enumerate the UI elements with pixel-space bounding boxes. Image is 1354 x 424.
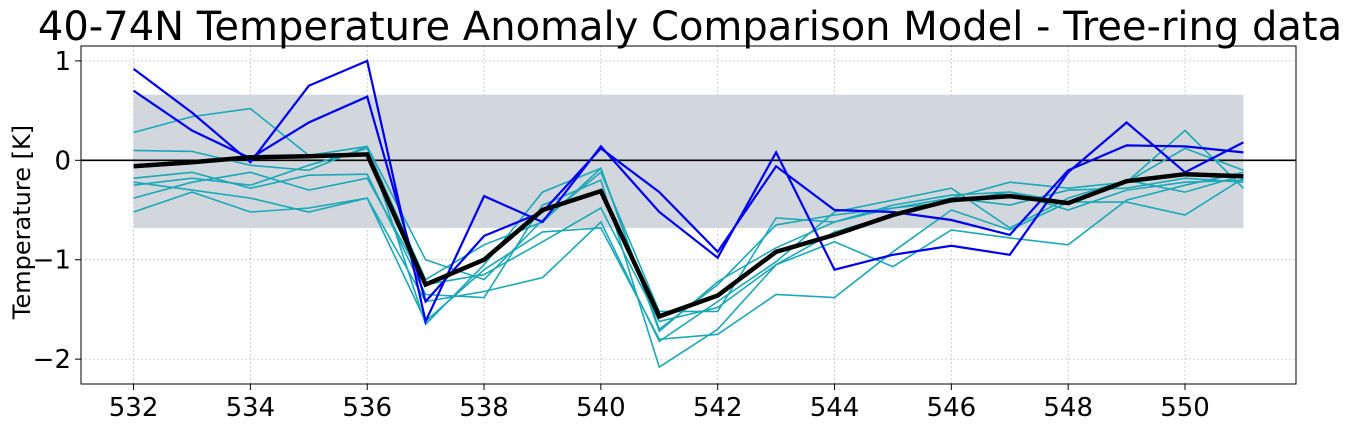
- series-line-7: [133, 171, 1244, 323]
- x-tick-label: 540: [576, 393, 626, 423]
- series-line-8: [132, 59, 1244, 325]
- y-axis-label: Temperature [K]: [8, 125, 36, 320]
- series-line-3: [133, 171, 1244, 369]
- x-tick-label: 536: [342, 393, 392, 423]
- x-tick-label: 544: [810, 393, 860, 423]
- x-tick-label: 546: [927, 393, 977, 423]
- series-line-10: [133, 152, 1244, 320]
- y-tick-label: −1: [33, 246, 71, 276]
- series-line-9: [132, 89, 1244, 304]
- axes-frame: [80, 45, 1297, 385]
- y-tick-label: 0: [54, 146, 71, 176]
- x-tick-label: 548: [1043, 393, 1093, 423]
- x-tick-label: 534: [226, 393, 276, 423]
- y-tick-label: 1: [54, 47, 71, 77]
- chart-title: 40-74N Temperature Anomaly Comparison Mo…: [38, 4, 1342, 50]
- x-tick-label: 538: [459, 393, 509, 423]
- plot-area: 532 534 536 538 540 542 544 546 548 550 −2 −1 0 1: [33, 45, 1297, 423]
- y-tick-label: −2: [33, 345, 71, 375]
- x-tick-label: 532: [109, 393, 159, 423]
- x-tick-label: 542: [693, 393, 743, 423]
- x-tick-label: 550: [1160, 393, 1210, 423]
